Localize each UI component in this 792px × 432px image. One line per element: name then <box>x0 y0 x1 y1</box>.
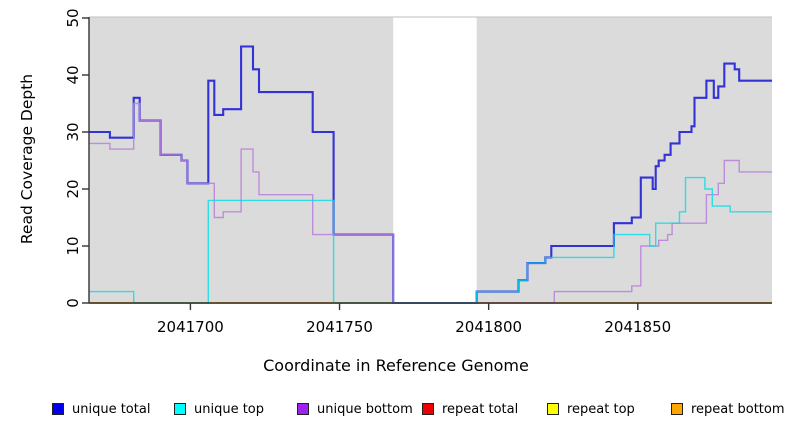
coverage-chart: 0 10 20 30 40 50 2041700 2041750 2041800 2041850 <box>64 8 772 336</box>
x-tick-label: 2041800 <box>455 318 522 336</box>
legend-item-unique-bottom: unique bottom <box>297 399 413 419</box>
y-axis-title: Read Coverage Depth <box>18 73 36 245</box>
legend-item-repeat-bottom: repeat bottom <box>671 399 785 419</box>
legend-item-repeat-top: repeat top <box>547 399 635 419</box>
legend-label-repeat-bottom: repeat bottom <box>691 401 785 417</box>
series-line-unique-bottom <box>89 102 772 304</box>
legend-item-repeat-total: repeat total <box>422 399 518 419</box>
x-tick-label: 2041750 <box>306 318 373 336</box>
y-tick-label: 40 <box>64 65 82 84</box>
legend-item-unique-top: unique top <box>174 399 264 419</box>
legend-swatch-repeat-total <box>422 403 434 415</box>
legend-label-repeat-top: repeat top <box>567 401 635 417</box>
legend-swatch-unique-bottom <box>297 403 309 415</box>
coverage-shaded-region <box>476 17 772 303</box>
y-tick-label: 50 <box>64 8 82 27</box>
y-tick-label: 10 <box>64 236 82 255</box>
legend-swatch-unique-total <box>52 403 64 415</box>
legend-swatch-unique-top <box>174 403 186 415</box>
legend-label-unique-bottom: unique bottom <box>317 401 413 417</box>
y-tick-label: 30 <box>64 122 82 141</box>
x-axis-title: Coordinate in Reference Genome <box>263 356 529 375</box>
legend-swatch-repeat-top <box>547 403 559 415</box>
legend-label-unique-total: unique total <box>72 401 151 417</box>
legend-label-repeat-total: repeat total <box>442 401 519 417</box>
legend-item-unique-total: unique total <box>52 399 150 419</box>
y-tick-label: 20 <box>64 179 82 198</box>
series-line-unique-top <box>89 176 772 304</box>
legend-swatch-repeat-bottom <box>671 403 683 415</box>
chart-legend: unique total unique top unique bottom repea… <box>0 399 792 423</box>
x-tick-label: 2041700 <box>157 318 224 336</box>
y-tick-label: 0 <box>64 298 82 308</box>
legend-label-unique-top: unique top <box>194 401 265 417</box>
x-tick-label: 2041850 <box>604 318 671 336</box>
